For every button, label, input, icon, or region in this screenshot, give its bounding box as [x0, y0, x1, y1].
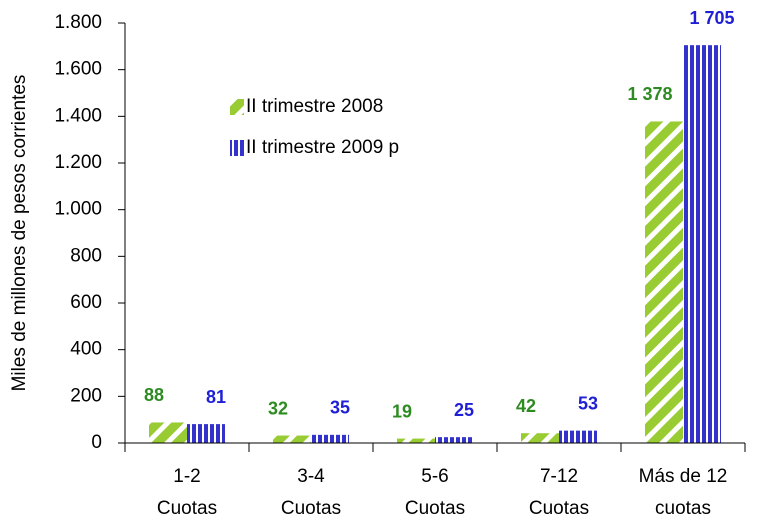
x-tick-label: Cuotas [157, 498, 217, 519]
value-label: 19 [392, 401, 412, 421]
y-axis-label: Miles de millones de pesos corrientes [9, 75, 30, 392]
legend-label: II trimestre 2008 [246, 96, 383, 117]
legend-swatch [230, 140, 244, 156]
legend-label: II trimestre 2009 p [246, 137, 399, 158]
y-tick-label: 1.800 [54, 12, 102, 33]
x-tick-label: 5-6 [421, 466, 448, 487]
x-tick-label: cuotas [655, 498, 711, 519]
y-tick-label: 1.400 [54, 105, 102, 126]
bar [273, 435, 311, 443]
bar [645, 121, 683, 443]
y-tick-label: 400 [70, 339, 102, 360]
x-tick-label: 1-2 [173, 466, 200, 487]
y-tick-label: 1.600 [54, 59, 102, 80]
x-tick-label: Más de 12 [639, 466, 728, 487]
bar [559, 430, 597, 443]
bar [187, 424, 225, 443]
bar [149, 422, 187, 443]
bar [435, 437, 473, 443]
value-label: 1 705 [689, 8, 734, 28]
x-tick-label: 3-4 [297, 466, 325, 487]
y-tick-label: 0 [91, 432, 102, 453]
x-tick-label: 7-12 [540, 466, 578, 487]
y-tick-label: 200 [70, 385, 102, 406]
x-tick-label: Cuotas [281, 498, 341, 519]
bar [521, 433, 559, 443]
value-label: 1 378 [627, 84, 672, 104]
y-tick-label: 600 [70, 292, 102, 313]
value-label: 42 [516, 396, 536, 416]
value-label: 32 [268, 398, 288, 418]
bar [311, 434, 349, 443]
value-label: 35 [330, 398, 350, 418]
bar [397, 438, 435, 443]
x-tick-label: Cuotas [405, 498, 465, 519]
value-label: 53 [578, 393, 598, 413]
value-label: 25 [454, 400, 474, 420]
x-tick-label: Cuotas [529, 498, 589, 519]
y-tick-label: 1.200 [54, 152, 102, 173]
bar [683, 45, 721, 444]
value-label: 88 [144, 385, 164, 405]
y-tick-label: 800 [70, 245, 102, 266]
legend-swatch [230, 99, 244, 115]
y-tick-label: 1.000 [54, 199, 102, 220]
value-label: 81 [206, 387, 226, 407]
